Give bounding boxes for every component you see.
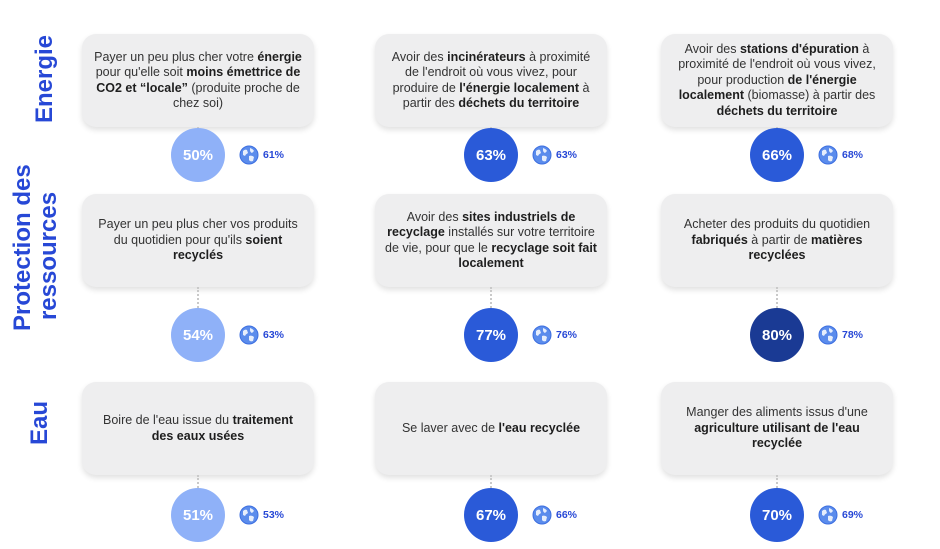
statement-fragment: à proximité de l'endroit où vous vivez, …: [392, 49, 591, 95]
statement-emphasis: déchets du territoire: [458, 96, 580, 110]
globe-icon: [239, 325, 259, 345]
world-percentage: 61%: [263, 149, 285, 161]
statement-emphasis: de l'énergie localement: [678, 72, 857, 103]
statement-fragment: Boire de l'eau issue du: [103, 413, 233, 427]
statement-card: Acheter des produits du quotidien fabriq…: [661, 194, 893, 287]
section-label-protection-des-ressources: Protection des ressources: [9, 164, 62, 331]
statement-fragment: à proximité de l'endroit où vous vivez, …: [678, 41, 876, 87]
statement-card: Se laver avec de l'eau recyclée: [375, 382, 607, 475]
world-percentage: 53%: [263, 509, 285, 521]
statement-fragment: Payer un peu plus cher vos produits du q…: [98, 217, 298, 247]
world-percentage: 69%: [842, 509, 864, 521]
statement-emphasis: soient recyclés: [172, 232, 283, 263]
statement-emphasis: agriculture utilisant de l'eau recyclée: [694, 420, 860, 451]
statement-emphasis: l'énergie localement: [459, 80, 579, 95]
world-percentage: 76%: [556, 329, 578, 341]
connector-line: [197, 127, 199, 128]
statement-card: Avoir des stations d'épuration à proximi…: [661, 34, 893, 127]
statement-emphasis: moins émettrice de CO2 et “locale”: [96, 65, 301, 95]
connector-line: [776, 287, 778, 308]
statement-fragment: Avoir des: [391, 49, 448, 64]
globe-icon: [818, 505, 838, 525]
statement-text: Manger des aliments issus d'une agricult…: [671, 405, 883, 452]
section-label-line: Protection des: [9, 164, 36, 331]
france-percentage-badge: 51%: [171, 488, 225, 542]
globe-icon: [239, 145, 259, 165]
france-percentage-badge: 66%: [750, 128, 804, 182]
statement-emphasis: traitement des eaux usées: [151, 413, 293, 443]
connector-line: [490, 287, 492, 308]
statement-emphasis: sites industriels de recyclage: [387, 209, 576, 240]
statement-emphasis: matières recyclées: [748, 232, 863, 263]
connector-line: [490, 127, 492, 128]
statement-fragment: Avoir des: [406, 209, 463, 224]
statement-fragment: (produite proche de chez soi): [172, 80, 300, 111]
world-percentage: 63%: [556, 149, 578, 161]
globe-icon: [532, 325, 552, 345]
connector-line: [490, 475, 492, 488]
connector-line: [197, 475, 199, 488]
statement-text: Avoir des sites industriels de recyclage…: [385, 210, 597, 272]
world-percentage: 63%: [263, 329, 285, 341]
statement-text: Avoir des incinérateurs à proximité de l…: [385, 50, 597, 112]
statement-fragment: Payer un peu plus cher votre: [94, 49, 258, 64]
statement-fragment: à partir de: [747, 232, 812, 247]
globe-icon: [532, 505, 552, 525]
world-percentage: 78%: [842, 329, 864, 341]
connector-line: [776, 475, 778, 488]
statement-card: Avoir des sites industriels de recyclage…: [375, 194, 607, 287]
statement-fragment: Manger des aliments issus d'une: [686, 405, 868, 420]
statement-emphasis: énergie: [257, 49, 302, 64]
globe-icon: [239, 505, 259, 525]
statement-text: Boire de l'eau issue du traitement des e…: [92, 413, 304, 444]
statement-emphasis: recyclage soit fait localement: [458, 240, 597, 271]
world-percentage: 66%: [556, 509, 578, 521]
statement-text: Payer un peu plus cher vos produits du q…: [92, 217, 304, 264]
section-label-energie: Energie: [31, 24, 58, 134]
connector-line: [197, 287, 199, 308]
statement-fragment: (biomasse) à partir des: [744, 88, 876, 103]
section-label-text: Energie: [31, 34, 58, 124]
france-percentage-badge: 70%: [750, 488, 804, 542]
france-percentage-badge: 67%: [464, 488, 518, 542]
statement-text: Payer un peu plus cher votre énergie pou…: [92, 50, 304, 112]
statement-fragment: Acheter des produits du quotidien: [683, 217, 871, 232]
france-percentage-badge: 80%: [750, 308, 804, 362]
statement-card: Manger des aliments issus d'une agricult…: [661, 382, 893, 475]
section-label-line: ressources: [35, 191, 62, 321]
statement-emphasis: stations d'épuration: [739, 41, 859, 56]
section-label-text: Eau: [26, 401, 53, 446]
france-percentage-badge: 77%: [464, 308, 518, 362]
statement-card: Payer un peu plus cher vos produits du q…: [82, 194, 314, 287]
statement-text: Acheter des produits du quotidien fabriq…: [671, 217, 883, 264]
france-percentage-badge: 63%: [464, 128, 518, 182]
statement-fragment: Se laver avec de: [401, 420, 499, 435]
statement-emphasis: déchets du territoire: [716, 103, 838, 118]
globe-icon: [532, 145, 552, 165]
france-percentage-badge: 50%: [171, 128, 225, 182]
statement-text: Se laver avec de l'eau recyclée: [402, 421, 580, 437]
statement-fragment: à partir des: [402, 80, 590, 111]
world-percentage: 68%: [842, 149, 864, 161]
section-label-eau: Eau: [26, 393, 53, 453]
statement-fragment: pour qu'elle soit: [95, 65, 187, 79]
statement-card: Boire de l'eau issue du traitement des e…: [82, 382, 314, 475]
statement-card: Avoir des incinérateurs à proximité de l…: [375, 34, 607, 127]
connector-line: [776, 127, 778, 128]
statement-text: Avoir des stations d'épuration à proximi…: [671, 42, 883, 120]
statement-card: Payer un peu plus cher votre énergie pou…: [82, 34, 314, 127]
globe-icon: [818, 145, 838, 165]
statement-fragment: installés sur votre territoire de vie, p…: [385, 225, 595, 255]
statement-emphasis: incinérateurs: [447, 49, 526, 64]
statement-emphasis: fabriqués: [691, 232, 748, 247]
statement-fragment: Avoir des: [684, 41, 740, 56]
globe-icon: [818, 325, 838, 345]
france-percentage-badge: 54%: [171, 308, 225, 362]
statement-emphasis: l'eau recyclée: [498, 420, 581, 435]
